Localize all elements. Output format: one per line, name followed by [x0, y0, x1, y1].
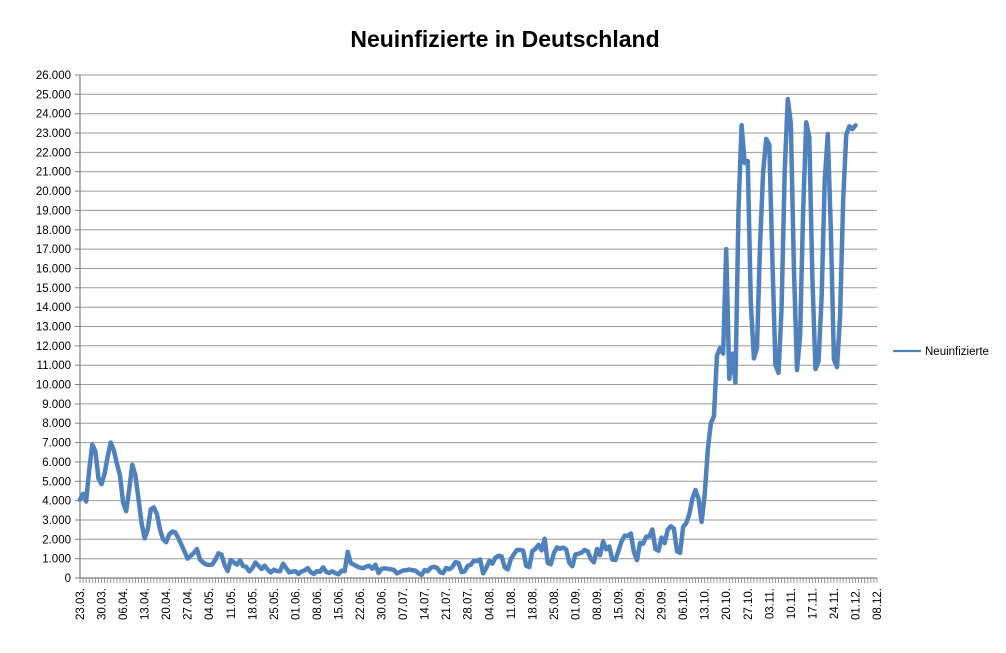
svg-text:0: 0 [65, 573, 71, 585]
svg-text:12.000: 12.000 [36, 341, 71, 353]
svg-text:10.11.: 10.11. [786, 588, 798, 619]
svg-text:06.10.: 06.10. [678, 588, 690, 620]
x-axis-labels: 23.03. 30.03. 06.04. 13.04. 20.04. 27.04. 04.0… [75, 588, 884, 620]
svg-text:11.000: 11.000 [37, 360, 71, 372]
svg-text:25.05.: 25.05. [269, 588, 281, 620]
svg-text:27.10.: 27.10. [743, 588, 755, 620]
svg-text:19.000: 19.000 [36, 205, 71, 217]
series-line-neuinfizierte [77, 96, 858, 578]
svg-text:13.04.: 13.04. [140, 588, 152, 620]
svg-text:7.000: 7.000 [42, 438, 71, 450]
svg-text:13.000: 13.000 [36, 322, 71, 334]
svg-text:3.000: 3.000 [42, 515, 71, 527]
y-axis-ticks [75, 74, 80, 579]
svg-text:1.000: 1.000 [42, 554, 71, 566]
gridlines [80, 74, 877, 560]
svg-text:17.000: 17.000 [36, 244, 71, 256]
svg-text:11.08.: 11.08. [506, 588, 518, 619]
svg-text:20.04.: 20.04. [161, 588, 173, 620]
svg-text:20.10.: 20.10. [721, 588, 733, 620]
svg-text:10.000: 10.000 [36, 380, 71, 392]
svg-text:04.05.: 04.05. [204, 588, 216, 620]
svg-text:01.06.: 01.06. [290, 588, 302, 620]
svg-text:14.07.: 14.07. [420, 588, 432, 620]
svg-text:2.000: 2.000 [42, 534, 71, 546]
svg-text:11.05.: 11.05. [226, 588, 238, 619]
svg-text:17.11.: 17.11. [807, 588, 819, 619]
svg-text:27.04.: 27.04. [183, 588, 195, 620]
svg-text:01.12.: 01.12. [851, 588, 863, 620]
svg-text:25.000: 25.000 [36, 89, 71, 101]
svg-text:20.000: 20.000 [36, 186, 71, 198]
svg-text:18.000: 18.000 [36, 225, 71, 237]
svg-text:06.04.: 06.04. [118, 588, 130, 620]
svg-text:4.000: 4.000 [42, 496, 71, 508]
svg-text:08.09.: 08.09. [592, 588, 604, 620]
svg-text:9.000: 9.000 [42, 399, 71, 411]
svg-text:26.000: 26.000 [36, 70, 71, 82]
svg-text:13.10.: 13.10. [700, 588, 712, 620]
svg-text:24.11.: 24.11. [829, 588, 841, 619]
svg-text:07.07.: 07.07. [398, 588, 410, 620]
svg-text:29.09.: 29.09. [657, 588, 669, 620]
svg-text:23.000: 23.000 [36, 128, 71, 140]
chart-title: Neuinfizierte in Deutschland [350, 26, 659, 52]
svg-text:18.08.: 18.08. [527, 588, 539, 620]
svg-text:23.03.: 23.03. [75, 588, 87, 620]
svg-text:5.000: 5.000 [42, 476, 71, 488]
svg-text:28.07.: 28.07. [463, 588, 475, 620]
svg-text:08.06.: 08.06. [312, 588, 324, 620]
svg-text:18.05.: 18.05. [247, 588, 259, 620]
svg-text:30.03.: 30.03. [97, 588, 109, 620]
svg-text:22.06.: 22.06. [355, 588, 367, 620]
svg-text:15.000: 15.000 [36, 283, 71, 295]
axis-lines [79, 75, 877, 579]
svg-text:21.000: 21.000 [36, 167, 71, 179]
svg-text:8.000: 8.000 [42, 418, 71, 430]
svg-text:16.000: 16.000 [36, 264, 71, 276]
svg-text:21.07.: 21.07. [441, 588, 453, 620]
svg-text:24.000: 24.000 [36, 109, 71, 121]
svg-text:22.000: 22.000 [36, 147, 71, 159]
svg-text:22.09.: 22.09. [635, 588, 647, 620]
svg-text:15.06.: 15.06. [334, 588, 346, 620]
svg-text:04.08.: 04.08. [484, 588, 496, 620]
legend-label: Neuinfizierte [925, 346, 989, 358]
y-axis-labels: 0 1.000 2.000 3.000 4.000 5.000 6.000 7.000 8.00… [36, 70, 71, 585]
svg-text:14.000: 14.000 [36, 302, 71, 314]
x-axis-ticks [79, 578, 878, 583]
svg-text:6.000: 6.000 [42, 457, 71, 469]
svg-text:25.08.: 25.08. [549, 588, 561, 620]
svg-text:08.12.: 08.12. [872, 588, 884, 620]
svg-text:30.06.: 30.06. [377, 588, 389, 620]
svg-text:15.09.: 15.09. [614, 588, 626, 620]
svg-text:03.11.: 03.11. [764, 588, 776, 619]
legend: Neuinfizierte [893, 346, 989, 358]
svg-text:01.09.: 01.09. [570, 588, 582, 620]
